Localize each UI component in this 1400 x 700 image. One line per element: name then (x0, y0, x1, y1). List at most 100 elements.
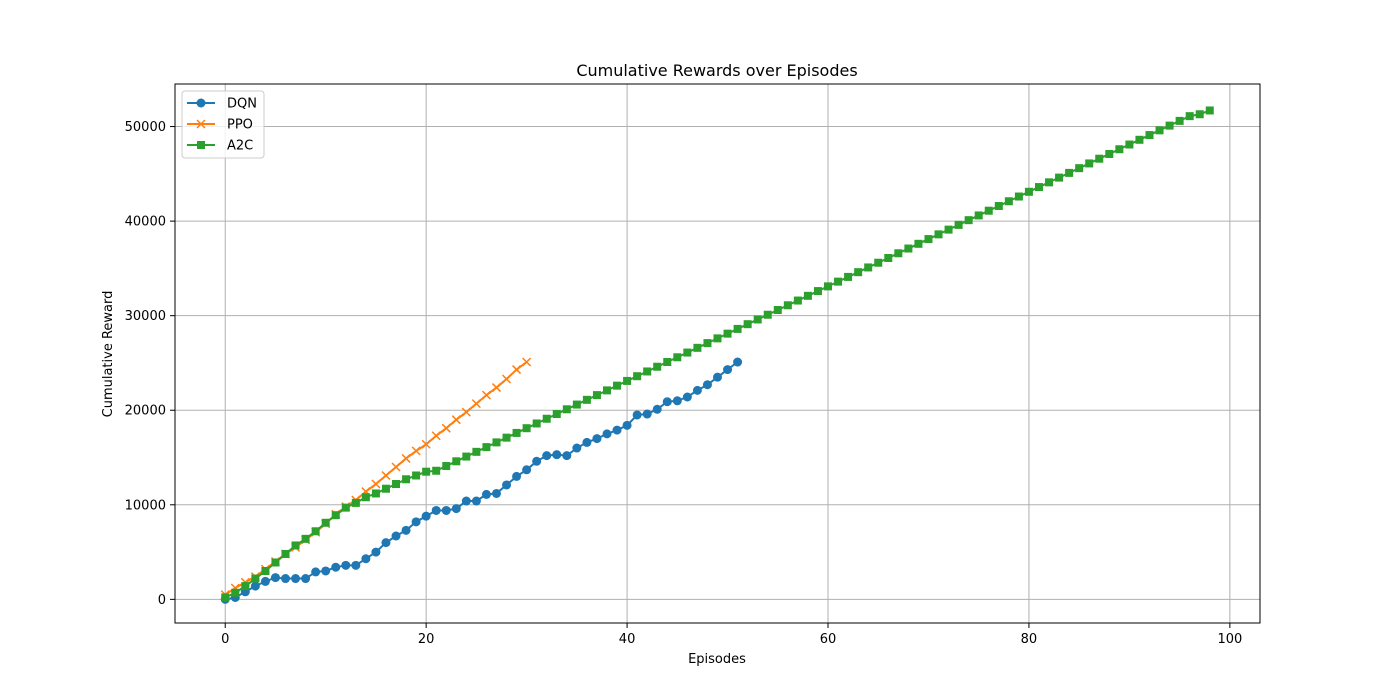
data-point-dqn (542, 451, 552, 461)
data-point-a2c (663, 358, 672, 367)
legend-marker (197, 141, 205, 149)
data-point-a2c (512, 428, 521, 437)
data-point-dqn (692, 385, 702, 395)
data-point-ppo (461, 407, 471, 417)
x-tick-label: 20 (418, 632, 435, 647)
data-point-a2c (422, 467, 431, 476)
data-point-a2c (412, 471, 421, 480)
data-point-dqn (391, 531, 401, 541)
data-point-a2c (452, 457, 461, 466)
data-point-a2c (944, 225, 953, 234)
data-point-a2c (1065, 168, 1074, 177)
data-point-dqn (632, 410, 642, 420)
data-point-a2c (281, 549, 290, 558)
data-point-dqn (471, 496, 481, 506)
data-point-a2c (321, 518, 330, 527)
y-tick-label: 50000 (125, 120, 166, 135)
data-point-ppo (491, 383, 502, 393)
data-point-a2c (1125, 140, 1134, 149)
data-point-a2c (1155, 126, 1164, 135)
data-point-a2c (1175, 116, 1184, 125)
data-point-ppo (421, 439, 431, 449)
data-point-dqn (401, 525, 411, 535)
data-point-dqn (723, 365, 733, 375)
data-point-a2c (914, 239, 923, 248)
data-point-a2c (673, 353, 682, 362)
data-point-dqn (652, 404, 662, 414)
data-point-a2c (994, 201, 1003, 210)
data-point-a2c (361, 493, 370, 502)
y-tick-label: 30000 (125, 309, 166, 324)
y-tick-label: 40000 (125, 215, 166, 230)
data-point-dqn (713, 372, 722, 382)
series-line-dqn (225, 361, 739, 601)
data-point-dqn (250, 581, 260, 591)
data-point-a2c (482, 443, 491, 452)
y-tick-label: 10000 (125, 498, 166, 513)
data-point-dqn (461, 496, 471, 506)
data-point-dqn (291, 574, 301, 584)
data-point-a2c (773, 306, 782, 315)
data-point-a2c (984, 206, 993, 215)
data-point-dqn (672, 396, 682, 406)
data-point-a2c (462, 452, 471, 461)
data-point-a2c (1004, 197, 1013, 206)
legend: DQN PPO A2C (181, 90, 265, 159)
data-point-a2c (432, 466, 441, 475)
data-point-a2c (1135, 135, 1144, 144)
data-point-dqn (522, 465, 532, 475)
legend-item-dqn: DQN (187, 97, 257, 112)
data-point-a2c (1075, 164, 1084, 173)
data-point-a2c (713, 334, 722, 343)
grid (175, 84, 1260, 623)
data-point-a2c (301, 534, 310, 543)
data-point-a2c (783, 301, 792, 310)
data-point-a2c (602, 386, 611, 395)
data-point-a2c (442, 462, 451, 471)
data-point-a2c (854, 268, 863, 277)
data-point-a2c (613, 381, 622, 390)
data-point-a2c (592, 391, 601, 400)
data-point-dqn (582, 437, 592, 447)
data-point-ppo (411, 446, 421, 456)
data-point-a2c (1205, 106, 1214, 115)
data-point-a2c (221, 593, 230, 602)
data-point-dqn (331, 562, 341, 572)
series-a2c (221, 106, 1214, 602)
data-point-dqn (321, 566, 331, 576)
data-point-dqn (381, 538, 391, 548)
series-line-a2c (224, 109, 1211, 599)
data-point-ppo (441, 423, 451, 433)
data-point-dqn (301, 574, 311, 584)
data-point-dqn (341, 560, 351, 570)
data-point-dqn (552, 450, 562, 460)
data-point-dqn (371, 547, 381, 557)
data-point-a2c (653, 362, 662, 371)
y-axis-label: Cumulative Reward (101, 291, 116, 418)
x-axis-label: Episodes (688, 652, 746, 667)
data-point-a2c (1085, 159, 1094, 168)
data-point-a2c (1024, 187, 1033, 196)
data-point-dqn (481, 489, 491, 499)
plot-frame (174, 83, 1261, 624)
data-point-a2c (974, 211, 983, 220)
data-point-a2c (623, 376, 632, 385)
data-point-a2c (934, 230, 943, 239)
data-point-dqn (733, 357, 743, 367)
data-point-a2c (1115, 145, 1124, 154)
data-point-a2c (633, 372, 642, 381)
data-point-dqn (562, 451, 572, 461)
data-point-a2c (894, 249, 903, 258)
data-point-a2c (1195, 110, 1204, 119)
series-layer (220, 106, 1214, 604)
x-tick-label: 100 (1217, 632, 1242, 647)
data-point-dqn (281, 574, 291, 584)
data-point-a2c (1055, 173, 1064, 182)
data-point-a2c (241, 582, 250, 591)
data-point-dqn (361, 554, 371, 564)
data-point-a2c (924, 235, 933, 244)
data-point-a2c (542, 414, 551, 423)
data-point-ppo (451, 415, 461, 425)
data-point-dqn (512, 471, 522, 481)
data-point-dqn (411, 517, 421, 527)
